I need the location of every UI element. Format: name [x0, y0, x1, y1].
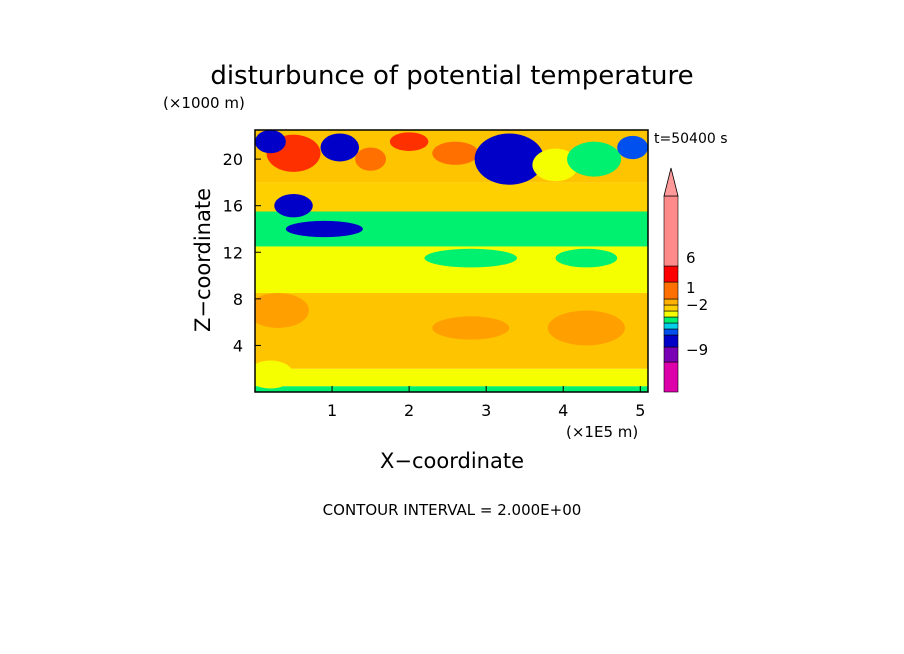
- y-tick-label: 16: [223, 197, 243, 216]
- colorbar-swatch: [663, 328, 679, 336]
- colorbar-swatch: [663, 281, 679, 300]
- x-tick-label: 2: [404, 401, 414, 420]
- field-blob: [255, 130, 286, 154]
- y-axis: 4 8 12 16 20: [223, 150, 261, 355]
- x-unit-label: (×1E5 m): [566, 423, 638, 441]
- field-blob: [424, 248, 517, 268]
- field-blob: [547, 310, 625, 346]
- x-tick-label: 1: [327, 401, 337, 420]
- colorbar-label: 1: [686, 279, 696, 297]
- y-unit-label: (×1000 m): [163, 94, 245, 112]
- colorbar-swatch: [663, 346, 679, 363]
- colorbar-label: 6: [686, 249, 696, 267]
- x-tick-label: 4: [558, 401, 568, 420]
- y-axis-label: Z−coordinate: [191, 188, 215, 332]
- field-blob: [555, 248, 618, 268]
- colorbar-label: −9: [686, 341, 708, 359]
- field-band: [255, 182, 648, 212]
- field-blob: [255, 360, 294, 389]
- x-axis-label: X−coordinate: [380, 449, 524, 473]
- field-blob: [274, 194, 313, 218]
- colorbar: 6 1−2 −9: [663, 167, 708, 393]
- y-tick-label: 4: [233, 336, 243, 355]
- plot-frame: [254, 129, 649, 393]
- colorbar-swatch: [663, 310, 679, 318]
- temperature-field: [255, 130, 648, 392]
- field-blob: [432, 141, 479, 165]
- field-blob: [355, 147, 386, 171]
- y-tick-label: 20: [223, 150, 243, 169]
- colorbar-swatch: [663, 298, 679, 306]
- time-label: t=50400 s: [654, 131, 728, 147]
- x-tick-label: 5: [635, 401, 645, 420]
- colorbar-swatch: [663, 334, 679, 348]
- field-blob: [567, 141, 622, 177]
- field-blob: [320, 133, 360, 162]
- field-blob: [389, 132, 429, 151]
- colorbar-swatch: [663, 195, 679, 267]
- chart-title: disturbunce of potential temperature: [210, 61, 693, 91]
- y-tick-label: 8: [233, 290, 243, 309]
- field-blob: [474, 133, 544, 185]
- colorbar-arrow: [663, 167, 679, 197]
- colorbar-swatch: [663, 322, 679, 330]
- field-blob: [255, 293, 309, 328]
- colorbar-swatch: [663, 304, 679, 312]
- field-band: [255, 386, 648, 392]
- field-blob: [532, 148, 579, 182]
- field-blob: [432, 316, 510, 340]
- colorbar-swatch: [663, 265, 679, 283]
- x-axis: 1 2 3 4 5: [327, 386, 645, 420]
- x-tick-label: 3: [481, 401, 491, 420]
- contour-interval-text: CONTOUR INTERVAL = 2.000E+00: [323, 501, 582, 519]
- field-blob: [617, 135, 648, 160]
- field-band: [255, 368, 648, 387]
- colorbar-swatch: [663, 316, 679, 324]
- colorbar-label: −2: [686, 296, 708, 314]
- y-tick-label: 12: [223, 243, 243, 262]
- colorbar-swatch: [663, 361, 679, 393]
- field-blob: [285, 220, 363, 238]
